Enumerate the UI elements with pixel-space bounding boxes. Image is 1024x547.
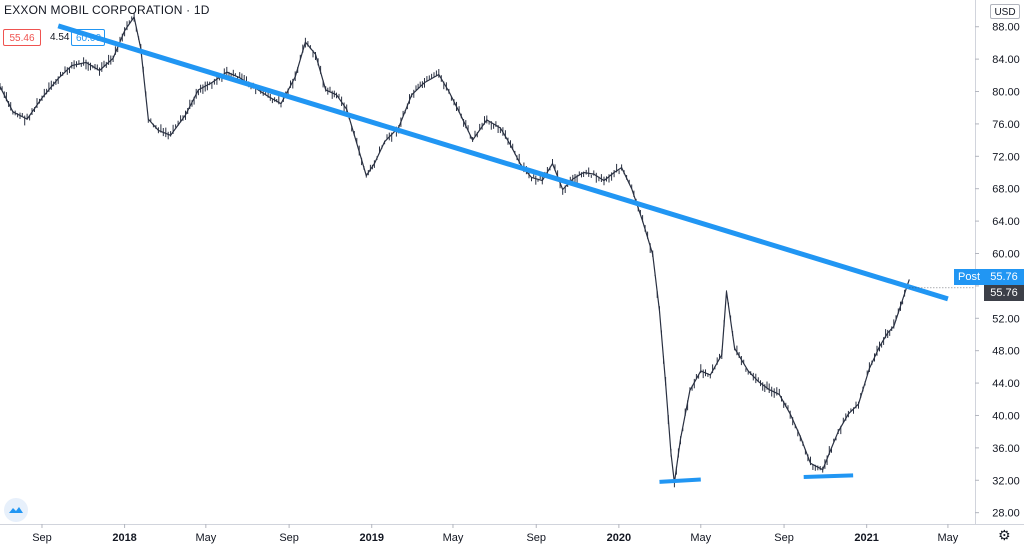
y-tick-label: 76.00 bbox=[992, 119, 1020, 131]
y-tick-label: 48.00 bbox=[992, 346, 1020, 358]
y-tick-label: 88.00 bbox=[992, 22, 1020, 34]
x-tick-label: 2021 bbox=[854, 532, 878, 544]
x-tick-label: May bbox=[938, 532, 959, 544]
last-price-label: 55.76 bbox=[984, 285, 1024, 301]
x-tick-label: Sep bbox=[526, 532, 546, 544]
y-tick-label: 80.00 bbox=[992, 87, 1020, 99]
y-tick-label: 84.00 bbox=[992, 54, 1020, 66]
ask-price-chip[interactable]: 60.00 bbox=[71, 29, 105, 46]
currency-button[interactable]: USD bbox=[990, 4, 1020, 19]
price-series bbox=[0, 12, 910, 488]
y-tick-label: 40.00 bbox=[992, 410, 1020, 422]
y-tick-label: 64.00 bbox=[992, 216, 1020, 228]
chart-title: EXXON MOBIL CORPORATION · 1D bbox=[4, 3, 210, 17]
x-tick-label: 2020 bbox=[607, 532, 631, 544]
y-tick-label: 44.00 bbox=[992, 378, 1020, 390]
y-tick-label: 28.00 bbox=[992, 508, 1020, 520]
x-tick-label: May bbox=[690, 532, 711, 544]
x-tick-label: Sep bbox=[774, 532, 794, 544]
y-tick-label: 36.00 bbox=[992, 443, 1020, 455]
time-axis[interactable]: Sep 2018 May Sep 2019 May Sep 2020 May Sep 2021 May bbox=[32, 524, 959, 544]
x-tick-label: 2018 bbox=[112, 532, 136, 544]
x-tick-label: 2019 bbox=[359, 532, 383, 544]
spread-value: 4.54 bbox=[50, 32, 70, 43]
drawings[interactable] bbox=[57, 23, 975, 484]
x-tick-label: Sep bbox=[279, 532, 299, 544]
gear-icon[interactable]: ⚙ bbox=[998, 527, 1011, 543]
y-tick-label: 52.00 bbox=[992, 313, 1020, 325]
y-tick-label: 72.00 bbox=[992, 151, 1020, 163]
x-tick-label: May bbox=[195, 532, 216, 544]
price-line bbox=[0, 16, 910, 484]
support-line[interactable] bbox=[803, 473, 854, 480]
post-market-price: 55.76 bbox=[984, 269, 1024, 285]
bid-price-chip[interactable]: 55.46 bbox=[3, 29, 41, 46]
x-tick-label: May bbox=[443, 532, 464, 544]
x-tick-label: Sep bbox=[32, 532, 52, 544]
support-line[interactable] bbox=[659, 477, 701, 484]
y-tick-label: 68.00 bbox=[992, 184, 1020, 196]
tradingview-logo-icon[interactable] bbox=[4, 498, 28, 522]
post-market-label: Post bbox=[954, 269, 984, 285]
resistance-trendline[interactable] bbox=[57, 23, 949, 302]
y-tick-label: 60.00 bbox=[992, 248, 1020, 260]
y-tick-label: 32.00 bbox=[992, 475, 1020, 487]
